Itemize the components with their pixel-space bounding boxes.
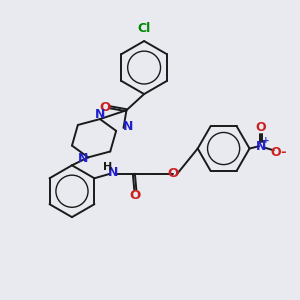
Text: N: N xyxy=(122,120,133,133)
Text: O: O xyxy=(100,101,111,114)
Text: N: N xyxy=(256,140,266,153)
Text: O: O xyxy=(130,189,141,203)
Text: N: N xyxy=(78,152,88,165)
Text: Cl: Cl xyxy=(137,22,151,34)
Text: O: O xyxy=(255,121,266,134)
Text: +: + xyxy=(262,136,270,146)
Text: O: O xyxy=(167,167,178,180)
Text: -: - xyxy=(280,146,286,159)
Text: O: O xyxy=(271,146,281,159)
Text: H: H xyxy=(103,162,112,172)
Text: N: N xyxy=(95,108,105,121)
Text: N: N xyxy=(107,166,118,179)
